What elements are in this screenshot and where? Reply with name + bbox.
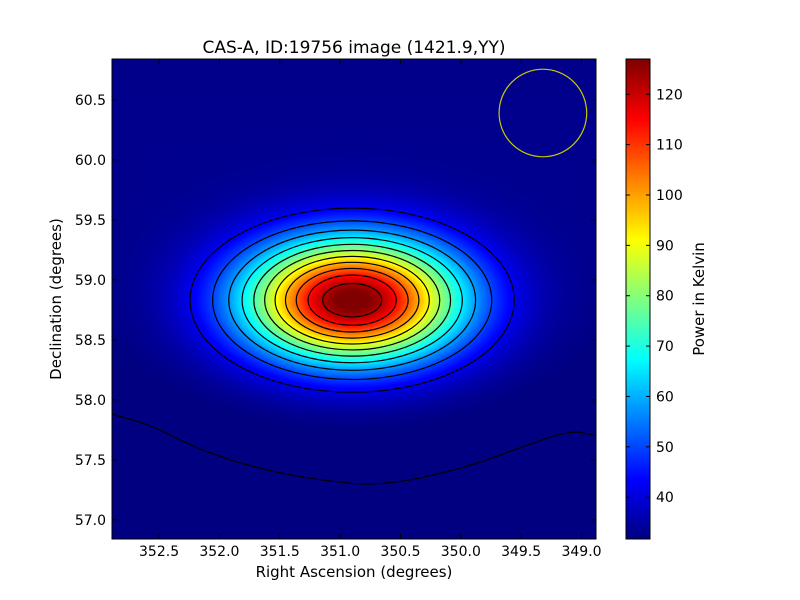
contour-line [284, 261, 420, 339]
colorbar-tick-label: 50 [656, 440, 674, 456]
y-tick-label: 57.0 [75, 513, 106, 529]
y-axis-label: Declination (degrees) [47, 218, 65, 380]
y-tick-label: 60.0 [75, 153, 106, 169]
contours [111, 68, 597, 485]
colorbar-tick-label: 90 [656, 238, 674, 254]
colorbar-tick-label: 100 [656, 188, 683, 204]
colorbar [626, 59, 650, 539]
plot-frame [111, 58, 597, 540]
chart-title: CAS-A, ID:19756 image (1421.9,YY) [202, 38, 505, 58]
contour-line [322, 282, 383, 318]
colorbar-tick-label: 80 [656, 289, 674, 305]
y-tick-label: 58.5 [75, 333, 106, 349]
contour-line [307, 274, 397, 326]
heatmap-image [112, 59, 596, 539]
colorbar-tick-label: 60 [656, 389, 674, 405]
beam-circle [498, 68, 588, 158]
x-tick-label: 351.0 [320, 544, 360, 560]
contour-line [189, 207, 515, 393]
axes: 352.5 352.0 351.5 351.0 350.5 350.0 349.5 349.0… [75, 58, 683, 560]
x-tick-label: 349.5 [501, 544, 541, 560]
colorbar-tick-label: 120 [656, 87, 683, 103]
colorbar-tick-label: 70 [656, 339, 674, 355]
contour-line [241, 237, 463, 364]
contour-line [295, 267, 409, 333]
colorbar-label: Power in Kelvin [690, 242, 708, 356]
colorbar-tick-label: 110 [656, 138, 683, 154]
x-tick-label: 351.5 [260, 544, 300, 560]
x-tick-label: 350.0 [441, 544, 481, 560]
colorbar-frame [625, 58, 651, 540]
contour-line [228, 229, 477, 371]
y-tick-label: 60.5 [75, 93, 106, 109]
contour-line [212, 220, 493, 381]
colorbar-tick-label: 40 [656, 490, 674, 506]
contour-line [264, 249, 441, 351]
contour-line [274, 255, 430, 345]
x-tick-label: 352.5 [139, 544, 179, 560]
x-tick-label: 350.5 [380, 544, 420, 560]
y-tick-label: 58.0 [75, 393, 106, 409]
x-tick-label: 352.0 [199, 544, 239, 560]
y-tick-label: 59.0 [75, 273, 106, 289]
contour-line-low [111, 413, 597, 485]
x-axis-label: Right Ascension (degrees) [256, 563, 453, 581]
x-tick-label: 349.0 [561, 544, 601, 560]
contour-line [253, 243, 452, 357]
y-tick-label: 57.5 [75, 453, 106, 469]
y-tick-label: 59.5 [75, 213, 106, 229]
